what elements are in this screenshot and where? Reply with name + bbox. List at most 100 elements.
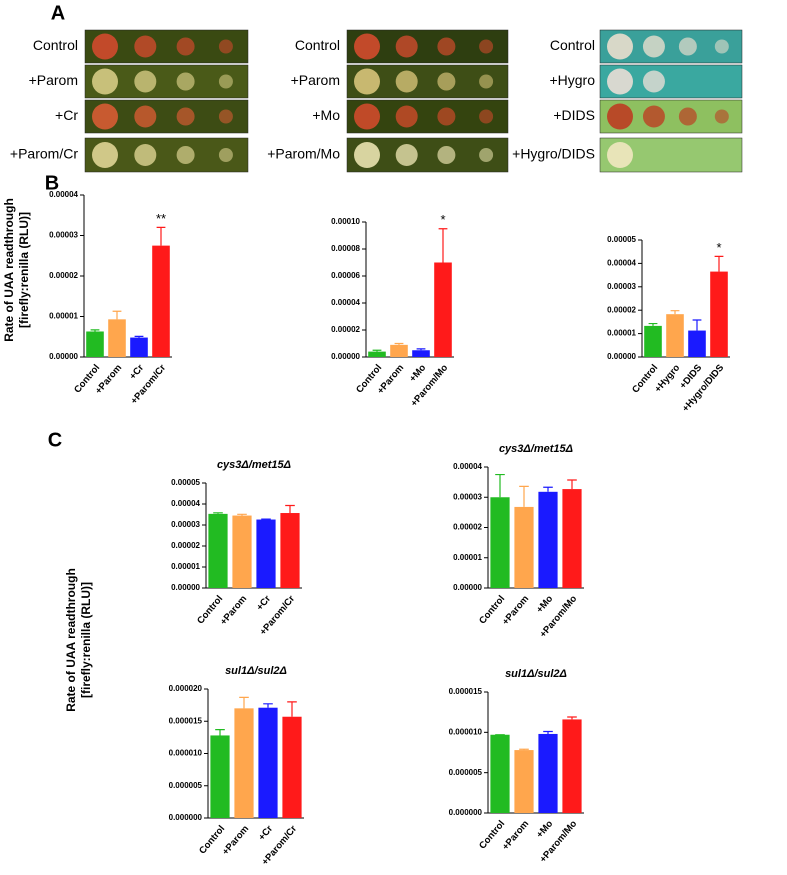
yeast-spot <box>479 109 494 124</box>
y-tick-label: 0.00004 <box>49 190 78 199</box>
y-tick-label: 0.000020 <box>169 684 203 693</box>
error-bar <box>567 716 577 720</box>
y-tick-label: 0.00002 <box>49 271 78 280</box>
significance-mark: * <box>716 240 721 255</box>
bar <box>86 331 104 357</box>
y-tick-label: 0.000005 <box>169 781 203 790</box>
y-tick-label: 0.00004 <box>453 462 482 471</box>
yeast-spot <box>642 35 665 58</box>
y-tick-label: 0.00004 <box>171 499 200 508</box>
error-bar <box>495 473 505 498</box>
y-tick-label: 0.00000 <box>453 583 482 592</box>
yeast-spot <box>607 68 633 95</box>
error-bar <box>670 310 680 315</box>
plate-row-label: +Hygro <box>549 72 595 88</box>
x-tick-label: +Cr <box>127 362 146 382</box>
bar <box>258 707 278 818</box>
bar <box>538 491 558 588</box>
y-tick-label: 0.00004 <box>331 298 360 307</box>
error-bar <box>263 703 273 708</box>
y-tick-label: 0.000000 <box>169 813 203 822</box>
yeast-spot <box>607 33 633 60</box>
bar <box>710 271 728 357</box>
y-tick-label: 0.00005 <box>171 478 200 487</box>
error-bar <box>692 319 702 331</box>
bar <box>208 513 228 588</box>
error-bar <box>714 255 724 272</box>
y-tick-label: 0.000000 <box>449 808 483 817</box>
y-tick-label: 0.00002 <box>453 523 482 532</box>
yeast-spot <box>714 109 729 124</box>
error-bar <box>567 479 577 490</box>
y-tick-label: 0.00000 <box>331 352 360 361</box>
bar <box>514 750 534 813</box>
yeast-spot <box>395 35 418 58</box>
y-tick-label: 0.00008 <box>331 244 360 253</box>
error-bar <box>213 512 223 514</box>
bar <box>666 314 684 357</box>
y-tick-label: 0.00004 <box>607 259 636 268</box>
yeast-spot <box>395 144 418 166</box>
y-tick-label: 0.00002 <box>331 325 360 334</box>
plate-row-label: +Cr <box>55 107 78 123</box>
yeast-spot <box>218 109 233 124</box>
error-bar <box>372 349 382 352</box>
yeast-spot <box>479 39 494 54</box>
y-tick-label: 0.000015 <box>169 716 203 725</box>
yeast-spot <box>134 144 157 166</box>
y-axis-title: Rate of UAA readthrough [firefly:renilla… <box>2 198 31 342</box>
yeast-spot <box>437 72 456 91</box>
x-tick-label: +Mo <box>534 818 555 840</box>
yeast-spot <box>92 68 118 95</box>
plate-row-label: Control <box>295 37 340 53</box>
y-tick-label: 0.00003 <box>453 492 482 501</box>
y-axis-title-line: Rate of UAA readthrough <box>64 568 78 712</box>
x-tick-label: +Cr <box>254 593 273 613</box>
plate-row-label: +Parom/Mo <box>267 146 340 162</box>
plate-row-label: Control <box>33 37 78 53</box>
bar <box>108 319 126 357</box>
error-bar <box>543 730 553 734</box>
yeast-spot <box>134 35 157 58</box>
panel-label: A <box>51 2 65 24</box>
plate-row-label: +Parom/Cr <box>10 146 78 162</box>
error-bar <box>648 322 658 326</box>
yeast-spot <box>92 142 118 168</box>
y-tick-label: 0.000010 <box>449 727 483 736</box>
bar <box>130 337 148 357</box>
plate-row-label: +Parom <box>291 72 340 88</box>
yeast-spot <box>92 103 118 130</box>
yeast-spot <box>134 70 157 93</box>
yeast-spot <box>395 70 418 93</box>
bar <box>490 734 510 813</box>
y-axis-title-line: Rate of UAA readthrough <box>2 198 16 342</box>
bar <box>688 330 706 357</box>
error-bar <box>394 342 404 345</box>
error-bar <box>519 485 529 507</box>
error-bar <box>156 226 166 246</box>
y-tick-label: 0.00000 <box>49 352 78 361</box>
yeast-spot <box>678 37 697 56</box>
yeast-spot <box>354 142 380 168</box>
bar <box>562 489 582 588</box>
y-tick-label: 0.00001 <box>607 329 636 338</box>
y-tick-label: 0.00003 <box>607 282 636 291</box>
bar <box>514 506 534 588</box>
yeast-spot <box>479 148 494 162</box>
y-tick-label: 0.00000 <box>171 583 200 592</box>
y-tick-label: 0.00005 <box>607 235 636 244</box>
bar <box>234 708 254 818</box>
y-tick-label: 0.00002 <box>607 305 636 314</box>
chart-title: cys3Δ/met15Δ <box>499 443 573 455</box>
y-tick-label: 0.000010 <box>169 749 203 758</box>
yeast-spot <box>678 107 697 126</box>
bar <box>282 716 302 818</box>
error-bar <box>438 228 448 263</box>
bar <box>210 735 230 818</box>
y-tick-label: 0.00001 <box>453 553 482 562</box>
bar <box>412 350 430 357</box>
yeast-spot <box>176 146 195 164</box>
panel-label: B <box>45 172 59 194</box>
